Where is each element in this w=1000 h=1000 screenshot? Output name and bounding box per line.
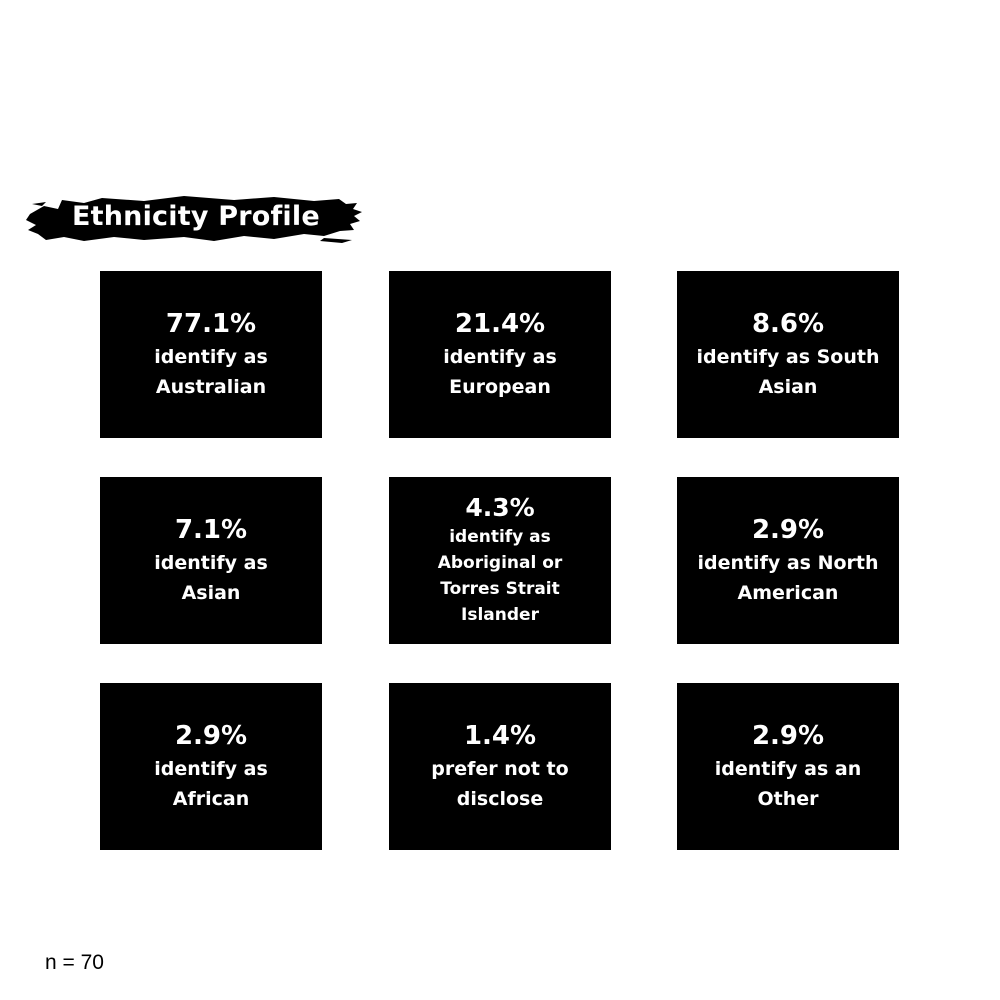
stat-card-other: 2.9% identify as an Other: [677, 683, 899, 850]
stat-percent: 7.1%: [174, 514, 248, 545]
stat-description: identify as North American: [697, 551, 879, 604]
page-title: Ethnicity Profile: [72, 201, 320, 232]
stat-card-european: 21.4% identify as European: [389, 271, 611, 438]
sample-size-note: n = 70: [45, 951, 104, 974]
stat-description: identify as African: [154, 757, 268, 810]
stat-description: identify as an Other: [714, 757, 862, 810]
stat-percent: 2.9%: [174, 720, 248, 751]
stat-percent: 2.9%: [751, 720, 825, 751]
stat-card-prefer-not-to-disclose: 1.4% prefer not to disclose: [389, 683, 611, 850]
stat-description: identify as South Asian: [696, 345, 880, 398]
stat-percent: 8.6%: [751, 308, 825, 339]
stat-card-aboriginal-torres-strait: 4.3% identify as Aboriginal or Torres St…: [389, 477, 611, 644]
stat-description: prefer not to disclose: [431, 757, 569, 810]
title-banner: Ethnicity Profile: [24, 190, 364, 248]
stat-percent: 1.4%: [463, 720, 537, 751]
stat-percent: 4.3%: [465, 492, 535, 522]
stat-percent: 2.9%: [751, 514, 825, 545]
stat-description: identify as Australian: [154, 345, 268, 398]
stat-percent: 21.4%: [454, 308, 546, 339]
stat-card-australian: 77.1% identify as Australian: [100, 271, 322, 438]
stat-percent: 77.1%: [165, 308, 257, 339]
stat-description: identify as European: [443, 345, 557, 398]
stat-card-north-american: 2.9% identify as North American: [677, 477, 899, 644]
stat-description: identify as Aboriginal or Torres Strait …: [437, 526, 563, 625]
stat-card-south-asian: 8.6% identify as South Asian: [677, 271, 899, 438]
stat-card-african: 2.9% identify as African: [100, 683, 322, 850]
brush-stroke-icon: [26, 196, 362, 243]
stat-description: identify as Asian: [154, 551, 268, 604]
stat-card-asian: 7.1% identify as Asian: [100, 477, 322, 644]
